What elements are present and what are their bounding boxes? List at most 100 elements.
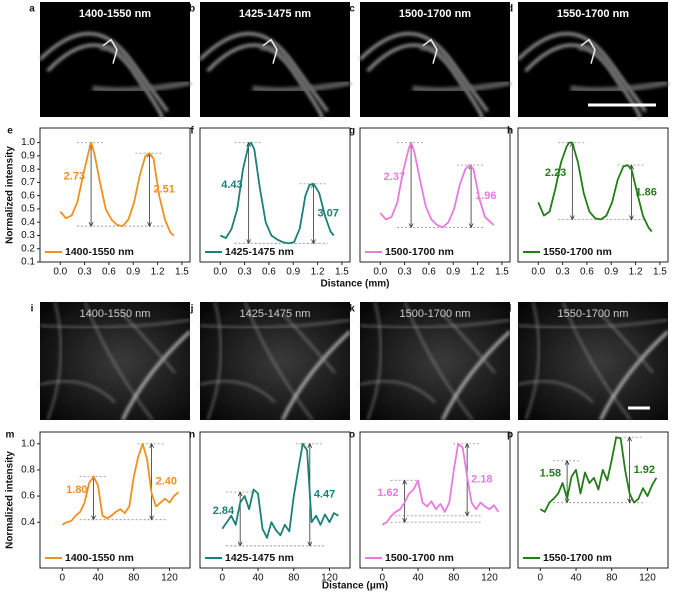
vessel <box>441 330 512 421</box>
ratio-label: 2.37 <box>384 171 405 183</box>
chart: e 0.0 0.3 0.6 0.9 1.2 1.5 0.1 0.2 0.3 0.4 0.5 0.6 0.7… <box>7 126 191 278</box>
plot-frame <box>359 127 511 263</box>
y-axis-title: Normalized intensity <box>5 451 16 549</box>
vessel <box>517 380 594 403</box>
x-tick-label: 1.5 <box>653 267 667 278</box>
chart: f 0.0 0.3 0.6 0.9 1.2 1.5 4.43 3.07 1425-1475 nm <box>190 126 351 278</box>
x-tick-label: 0.3 <box>78 267 92 278</box>
plot-frame <box>39 431 191 569</box>
x-tick-label: 120 <box>321 573 338 584</box>
panel-letter: p <box>507 430 513 441</box>
vessel <box>262 38 278 64</box>
vessel <box>580 38 596 64</box>
x-tick-label: 0.3 <box>238 267 252 278</box>
vessel <box>198 32 329 113</box>
panel-letter: l <box>509 304 512 315</box>
vessel <box>599 330 670 421</box>
vessel <box>366 301 382 421</box>
chart: o 0 40 80 120 1.62 2.18 1500-1700 nm <box>349 430 511 584</box>
panel-letter: e <box>7 126 13 137</box>
legend-bg <box>363 551 463 565</box>
data-line <box>381 442 500 526</box>
vessel <box>121 330 192 421</box>
legend-label: 1550-1700 nm <box>543 246 612 258</box>
panel-letter: n <box>189 430 195 441</box>
chart: p 0 40 80 120 1.58 1.92 1550-1700 nm <box>507 430 669 584</box>
vessel <box>38 32 169 113</box>
image-background <box>40 2 190 117</box>
panel-letter: o <box>349 430 355 441</box>
legend-bg <box>203 551 303 565</box>
vessel <box>359 380 436 403</box>
x-tick-label: 0.9 <box>604 267 618 278</box>
x-tick-label: 120 <box>161 573 178 584</box>
data-line <box>61 442 179 526</box>
legend-bg <box>363 245 463 259</box>
legend-bg <box>521 245 621 259</box>
vessel <box>99 44 148 90</box>
x-tick-label: 0.0 <box>531 267 545 278</box>
vessel <box>84 301 154 421</box>
image-panel: 1400-1550 nm a <box>29 2 191 120</box>
vessel <box>524 301 540 421</box>
y-tick-label: 0.8 <box>21 465 35 476</box>
chart: h 0.0 0.3 0.6 0.9 1.2 1.5 2.23 1.86 1550-1700 nm <box>507 126 669 278</box>
x-tick-label: 80 <box>288 573 300 584</box>
vessel <box>199 380 276 403</box>
data-line <box>537 141 653 233</box>
image-title: 1425-1475 nm <box>239 8 311 20</box>
vessel <box>599 313 654 374</box>
legend-label: 1425-1475 nm <box>225 246 294 258</box>
chart: g 0.0 0.3 0.6 0.9 1.2 1.5 2.37 1.96 1500-1700 nm <box>349 126 511 278</box>
vessel <box>102 38 118 64</box>
x-tick-label: 0.6 <box>580 267 594 278</box>
x-tick-label: 80 <box>606 573 618 584</box>
plot-frame <box>517 127 669 263</box>
image-title: 1400-1550 nm <box>79 8 151 20</box>
x-tick-label: 1.5 <box>495 267 509 278</box>
y-tick-label: 1.0 <box>21 438 35 449</box>
x-tick-label: 120 <box>639 573 656 584</box>
plot-frame <box>517 431 669 569</box>
ratio-label: 1.86 <box>636 186 657 198</box>
y-tick-label: 0.6 <box>21 491 35 502</box>
vessel <box>570 79 669 94</box>
x-tick-label: 0 <box>380 573 386 584</box>
y-axis-title: Normalized intensity <box>5 146 16 244</box>
data-line <box>219 141 335 245</box>
arrow-head <box>237 491 243 547</box>
y-tick-label: 1.0 <box>21 137 35 148</box>
ratio-label: 3.07 <box>318 207 339 219</box>
x-tick-label: 40 <box>252 573 264 584</box>
vessel <box>358 32 489 113</box>
legend-bg <box>43 551 143 565</box>
x-tick-label: 0.0 <box>53 267 67 278</box>
arrow-head <box>246 141 252 245</box>
ratio-label: 1.62 <box>377 487 398 499</box>
panel-letter: h <box>507 126 513 137</box>
panel-letter: c <box>349 4 355 15</box>
x-tick-label: 0.9 <box>126 267 140 278</box>
image-title: 1400-1550 nm <box>80 308 151 320</box>
chart: n 0 40 80 120 2.84 4.47 1425-1475 nm <box>189 430 351 584</box>
x-tick-label: 40 <box>570 573 582 584</box>
vessel <box>419 44 468 90</box>
image-title: 1500-1700 nm <box>399 8 471 20</box>
vessel <box>39 318 191 329</box>
data-line <box>221 442 339 539</box>
x-tick-label: 1.2 <box>311 267 325 278</box>
legend-label: 1400-1550 nm <box>65 246 134 258</box>
ratio-label: 2.51 <box>153 184 174 196</box>
vessel <box>121 313 176 374</box>
ratio-label: 4.47 <box>314 489 335 501</box>
y-tick-label: 0.1 <box>21 257 35 268</box>
panel-letter: b <box>189 4 195 15</box>
y-tick-label: 0.8 <box>21 164 35 175</box>
image-panel: 1550-1700 nm l <box>509 301 670 421</box>
image-panel: 1425-1475 nm j <box>190 301 352 421</box>
plot-frame <box>199 431 351 569</box>
image-title: 1550-1700 nm <box>557 8 629 20</box>
legend-bg <box>43 245 143 259</box>
panel-letter: d <box>507 4 513 15</box>
arrow-head <box>402 479 408 524</box>
